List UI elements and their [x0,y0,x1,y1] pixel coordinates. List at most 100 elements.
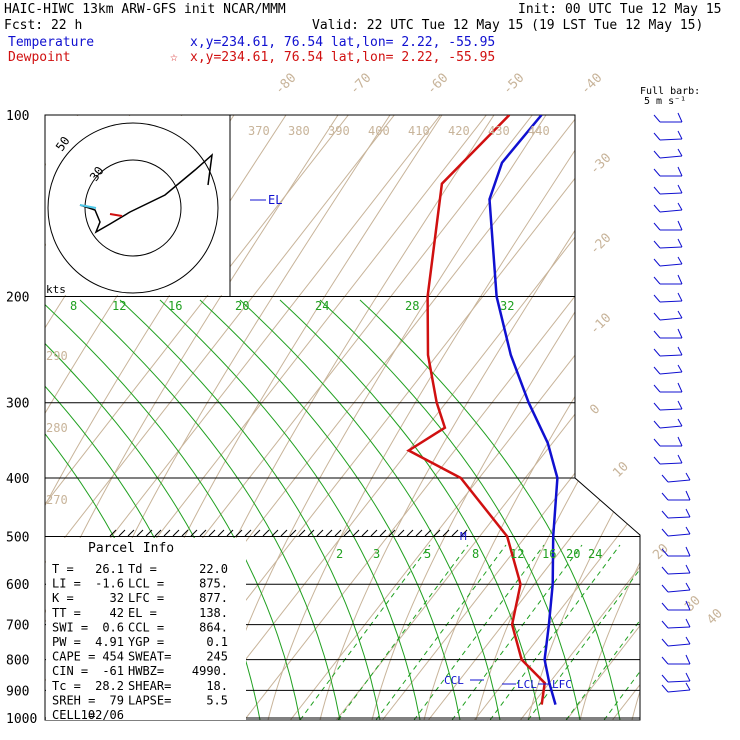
moist-adiabat-line [159,299,421,720]
hodograph-ring-label: 30 [87,164,107,184]
theta-tick-label: 380 [288,124,310,138]
hatch-mark [343,529,351,537]
parcel-info-title: Parcel Info [88,541,174,556]
hodograph-background [46,116,230,295]
wind-barb-flag [653,204,661,213]
m-label: M [460,530,467,543]
parcel-info-cell: 4.91 [95,635,124,649]
pressure-tick-label: 600 [6,578,29,593]
parcel-info-cell: 26.1 [95,562,124,576]
wind-barb-staff [659,425,683,429]
wind-barb-flag [661,638,669,647]
wind-barb-flag [653,420,661,429]
parcel-info-cell: 0.6 [102,620,124,634]
parcel-info-cell: Td = [128,562,157,576]
dewpoint-legend: Dewpoint [8,50,71,65]
wind-barbs [653,112,691,693]
parcel-info-cell: YGP = [128,635,164,649]
isotherm-tick-label: -30 [587,151,614,178]
lcl-label: LCL [517,678,537,691]
parcel-info-cell: K = [52,591,74,605]
dry-adiabat-line [215,115,547,720]
parcel-info-cell: CCL = [128,620,164,634]
wind-barb-staff [659,155,683,159]
parcel-info-cell: 138. [199,606,228,620]
wind-barb-staff [667,689,691,693]
wind-barb-staff [659,371,683,375]
wind-barb-flag [677,346,683,356]
mixing-ratio-tick-label: 2 [336,547,343,561]
isotherm-line [290,115,640,720]
mixing-ratio-tick-label: 5 [424,547,431,561]
isotherm-line [474,115,640,720]
parcel-info-cell: 875. [199,577,228,591]
wind-barb-flag [661,656,669,665]
isotherm-line [520,115,640,720]
isotherm-tick-label: 20 [650,541,672,563]
hatch-mark [460,529,468,537]
ccl-label: CCL [444,674,464,687]
pressure-tick-label: 800 [6,654,29,669]
wind-barb-flag [661,674,669,683]
wind-barb-flag [661,528,669,537]
wind-barb-flag [653,240,661,249]
wind-barb-staff [667,680,691,683]
hatch-mark [379,529,387,537]
hatch-mark [280,529,288,537]
isotherm-line [612,115,640,720]
hatch-mark [397,529,405,537]
parcel-info-cell: TT = [52,606,81,620]
hatch-mark [298,529,306,537]
parcel-info-cell: PW = [52,635,81,649]
mixing-ratio-tick-label: 32 [500,299,514,313]
wind-barb-flag [653,312,661,321]
hodograph-ring-inner [84,159,182,257]
parcel-info-cell: 28.2 [95,679,124,693]
wind-barb-flag [677,202,683,211]
wind-barb-flag [677,418,683,427]
mixing-ratio-tick-label: 8 [70,299,77,313]
mixing-ratio-tick-label: 8 [472,547,479,561]
hatch-mark [181,529,189,537]
hatch-mark [154,529,162,537]
wind-barb-flag [653,366,661,375]
wind-barb-flag [661,548,669,557]
valid-time: Valid: 22 UTC Tue 12 May 15 (19 LST Tue … [312,18,703,33]
hodograph-ring-outer [47,122,219,294]
moist-adiabat-line [45,299,301,720]
wind-barb-flag [685,526,691,535]
isotherm-line [336,115,640,720]
parcel-info-cell: 79 [110,693,124,707]
forecast-hour: Fcst: 22 h [4,18,82,33]
isotherm-tick-label: -50 [500,71,527,98]
wind-barb-staff [659,209,683,213]
hatch-mark [217,529,225,537]
theta-tick-label: 370 [248,124,270,138]
wind-barb-flag [685,636,691,645]
wind-barb-flag [685,564,691,574]
hatch-mark [361,529,369,537]
wind-barb-flag [677,310,683,319]
wind-barb-staff [659,408,683,411]
parcel-info-cell: -61 [102,664,124,678]
wind-barb-flag [677,454,683,464]
wind-barb-flag [677,274,683,285]
parcel-info-cell: LCL = [128,577,164,591]
mixing-ratio-tick-label: 20 [235,299,249,313]
moist-adiabat-line [199,299,461,720]
isotherm-tick-label: 30 [682,593,704,615]
theta-e-tick-label: 290 [46,349,68,363]
wind-barb-flag [677,400,683,410]
isotherm-tick-label: -80 [272,71,299,98]
wind-barb-flag [685,508,691,518]
dewpoint-marker-icon: ☆ [170,50,178,65]
theta-tick-label: 410 [408,124,430,138]
hatch-mark [415,529,423,537]
init-time: Init: 00 UTC Tue 12 May 15 [518,2,722,17]
wind-barb-flag [677,166,683,177]
wind-barb-flag [677,130,683,140]
hatch-mark [127,529,135,537]
isotherm-line [658,115,740,720]
parcel-info-cell: LFC = [128,591,164,605]
